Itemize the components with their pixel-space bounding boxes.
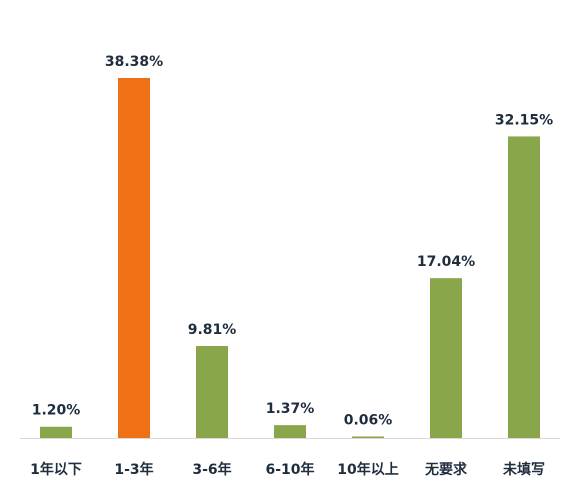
category-label-4: 10年以上 [337,461,398,478]
category-label-5: 无要求 [424,461,468,478]
bar-4 [352,436,384,438]
value-label-5: 17.04% [417,254,475,270]
category-label-1: 1-3年 [114,461,153,478]
value-label-3: 1.37% [266,401,315,417]
category-label-2: 3-6年 [192,461,231,478]
bar-6 [508,136,540,438]
category-label-6: 未填写 [503,461,545,478]
bar-group [40,78,540,438]
bar-0 [40,426,72,438]
category-label-3: 6-10年 [265,461,314,478]
category-label-0: 1年以下 [30,461,82,478]
value-label-6: 32.15% [495,112,553,128]
value-label-2: 9.81% [188,322,237,338]
value-label-1: 38.38% [105,54,163,70]
value-label-0: 1.20% [32,403,81,419]
value-label-group: 1.20% 38.38% 9.81% 1.37% 0.06% 17.04% 32.15% [32,54,553,429]
bar-1 [118,78,150,438]
category-label-group: 1年以下 1-3年 3-6年 6-10年 10年以上 无要求 未填写 [30,461,545,478]
bar-3 [274,425,306,438]
bar-2 [196,345,228,438]
value-label-4: 0.06% [344,413,393,429]
bar-5 [430,278,462,438]
